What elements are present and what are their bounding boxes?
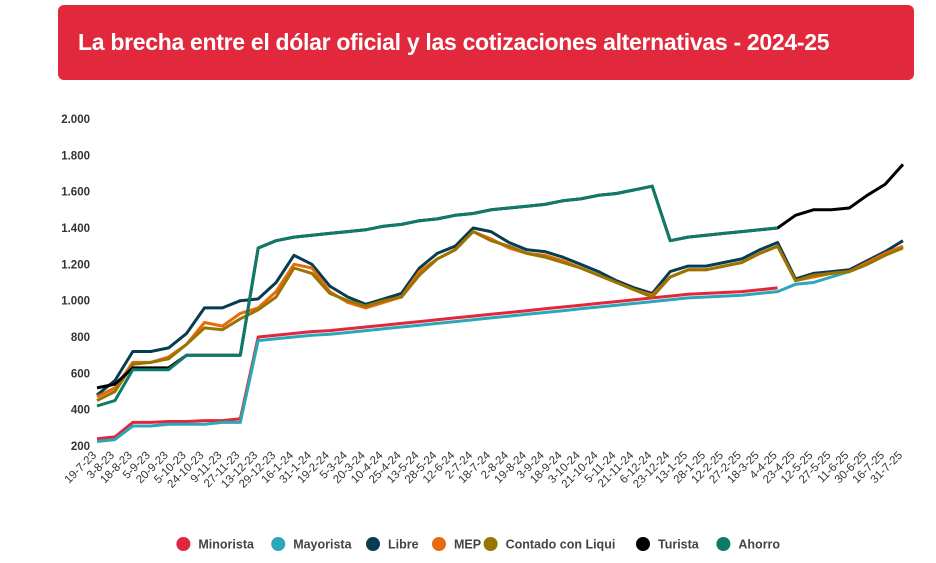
y-tick-label: 1.200: [61, 259, 90, 271]
series-line: [96, 286, 778, 441]
y-tick-label: 1.600: [61, 187, 90, 199]
legend-marker: [176, 537, 191, 551]
legend-marker: [636, 537, 650, 551]
legend-label: Libre: [388, 537, 419, 551]
series-line: [96, 184, 778, 408]
legend-marker: [271, 537, 286, 551]
y-tick-label: 1.400: [61, 223, 90, 235]
legend-label: Minorista: [198, 537, 255, 551]
y-tick-label: 1.000: [61, 296, 90, 308]
legend-label: Mayorista: [293, 537, 352, 551]
title-banner: La brecha entre el dólar oficial y las c…: [58, 5, 914, 80]
y-tick-label: 200: [71, 441, 90, 453]
legend-label: Ahorro: [738, 537, 780, 551]
legend-marker: [432, 537, 446, 551]
legend-marker: [483, 537, 498, 551]
legend-label: Turista: [658, 537, 700, 551]
legend-marker: [366, 537, 380, 551]
series-line: [96, 230, 904, 402]
legend-label: Contado con Liqui: [506, 537, 616, 551]
y-tick-label: 800: [71, 332, 90, 344]
legend-marker: [716, 537, 731, 551]
y-tick-label: 600: [71, 368, 90, 380]
legend-label: MEP: [454, 537, 481, 551]
chart-title: La brecha entre el dólar oficial y las c…: [78, 29, 830, 55]
series-line: [96, 226, 904, 397]
y-tick-label: 2.000: [61, 114, 90, 126]
y-tick-label: 1.800: [61, 150, 90, 162]
legend: Minorista Mayorista Libre MEP Contado con Li…: [176, 537, 780, 551]
y-tick-label: 400: [71, 405, 90, 417]
series-line: [96, 244, 904, 443]
